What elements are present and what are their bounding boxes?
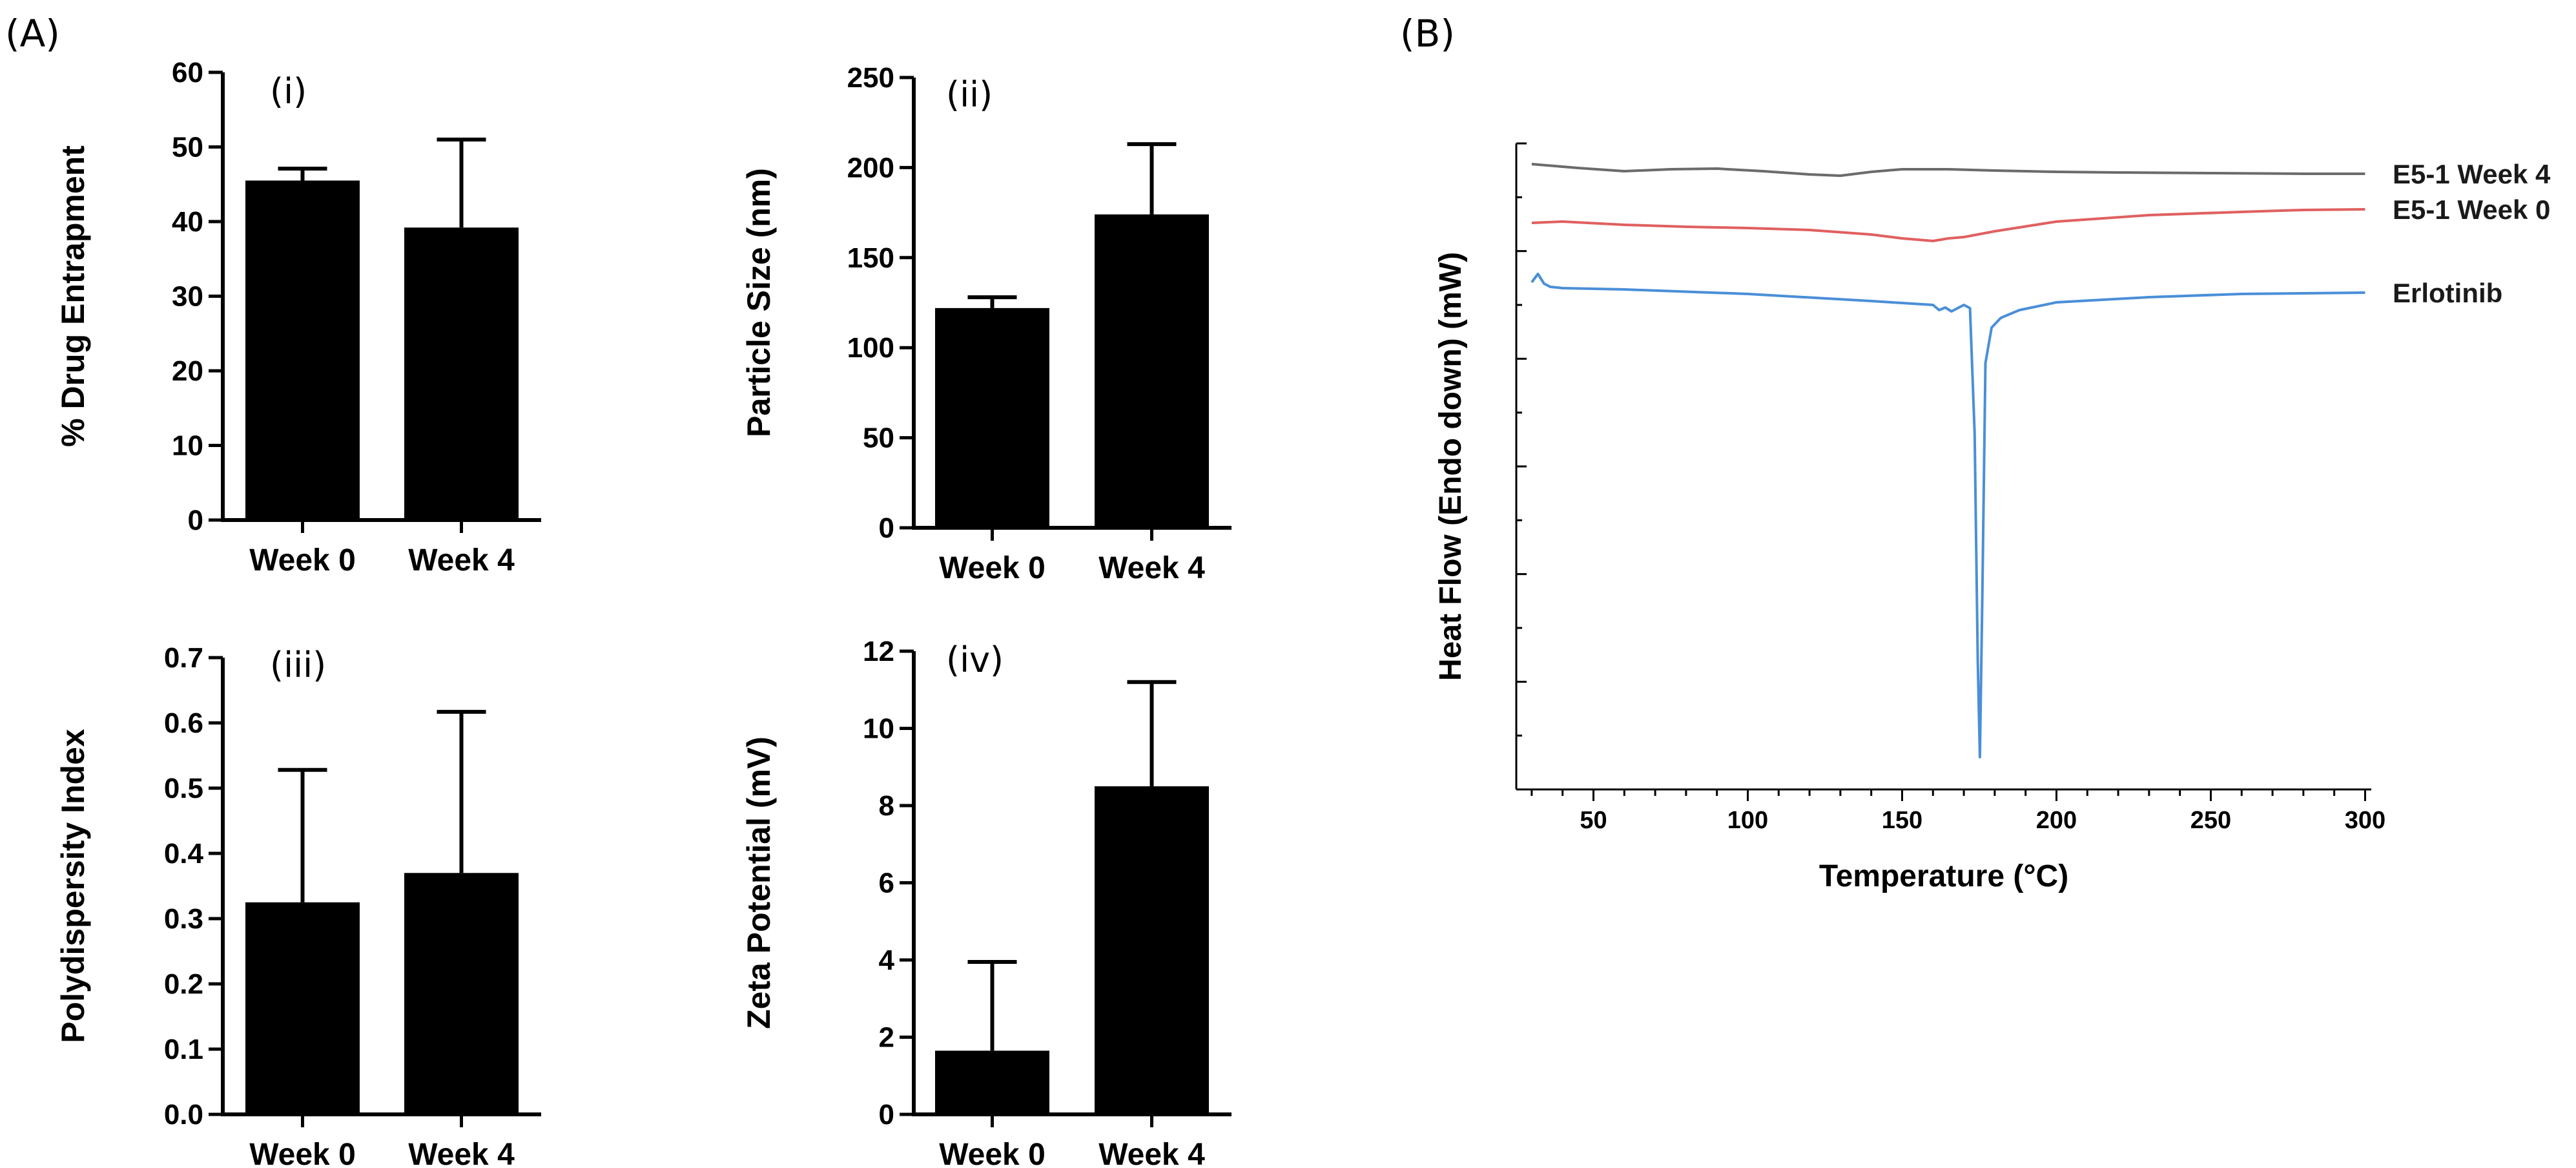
y-tick-label: 8 [879,790,894,822]
y-tick-label: 0.7 [164,642,203,674]
category-label: Week 4 [1098,551,1205,585]
y-tick-label: 0.2 [164,968,203,1000]
sub-panel-label: (iii) [270,645,326,685]
chart-dsc-thermogram: 50 100 150 200 250 300 Temperature (°C) Heat Fl… [1434,142,2551,893]
category-label: Week 4 [1098,1138,1205,1168]
category-label: Week 0 [939,1138,1046,1168]
bar [245,902,360,1114]
y-axis-label: % Drug Entrapment [55,145,91,447]
series-label: Erlotinib [2393,278,2502,308]
y-tick-label: 0 [188,505,203,536]
category-label: Week 0 [939,551,1046,585]
series-line [1531,163,2365,177]
chart-drug-entrapment: 0 10 20 30 40 50 60 Week 0 Week 4 % Drug Entrapme… [55,57,541,578]
x-tick-label: 100 [1727,807,1768,834]
y-tick-label: 100 [847,332,894,364]
y-tick-label: 30 [172,281,203,313]
bar [935,1050,1049,1114]
bar [404,227,519,520]
panel-label-a: (A) [5,12,60,56]
y-tick-label: 0.4 [164,838,204,870]
y-tick-label: 0.3 [164,903,203,935]
x-tick-label: 150 [1882,807,1922,834]
y-tick-label: 40 [172,206,203,238]
y-axis-label: Polydispersity Index [55,729,91,1043]
y-tick-label: 6 [879,868,894,899]
sub-panel-label: (iv) [946,640,1004,680]
series-line [1530,273,2365,758]
category-label: Week 4 [408,1138,515,1168]
y-axis-label: Heat Flow (Endo down) (mW) [1434,252,1468,681]
y-tick-label: 10 [172,430,203,462]
sub-panel-label: (ii) [946,74,993,115]
y-tick-label: 2 [879,1022,894,1054]
chart-zeta-potential: 0 2 4 6 8 10 12 Week 0 Week 4 Zeta Potential (mV)… [741,636,1231,1168]
y-tick-label: 0.1 [164,1034,203,1065]
bar [935,308,1049,528]
series-line [1531,208,2365,242]
bar [1095,786,1209,1114]
y-tick-label: 0.6 [164,707,203,739]
y-tick-label: 20 [172,355,203,387]
y-tick-label: 50 [863,422,894,454]
y-tick-label: 12 [863,636,894,667]
x-tick-label: 200 [2036,807,2077,834]
y-tick-label: 60 [172,57,203,89]
category-label: Week 4 [408,543,515,578]
category-label: Week 0 [249,1138,356,1168]
bar [404,873,519,1114]
y-tick-label: 0 [879,1099,894,1131]
x-tick-label: 300 [2345,807,2385,834]
y-tick-label: 10 [863,713,894,745]
y-axis-label: Zeta Potential (mV) [741,736,777,1029]
x-axis-label: Temperature (°C) [1819,859,2068,893]
y-tick-label: 4 [879,944,895,976]
y-axis-label: Particle Size (nm) [741,168,777,437]
series-label: E5-1 Week 0 [2393,194,2550,225]
chart-polydispersity-index: 0.0 0.1 0.2 0.3 0.4 0.5 0.6 0.7 Week 0 Week 4 Poly… [55,642,541,1168]
bar [245,180,360,521]
x-tick-label: 50 [1580,807,1607,834]
sub-panel-label: (i) [270,71,307,112]
bar [1095,214,1209,528]
x-tick-label: 250 [2190,807,2231,834]
y-tick-label: 250 [847,62,894,94]
chart-particle-size: 0 50 100 150 200 250 Week 0 Week 4 Particle Size… [741,62,1231,585]
panel-label-b: (B) [1400,12,1455,56]
y-tick-label: 150 [847,242,894,274]
y-tick-label: 0.0 [164,1099,203,1131]
y-tick-label: 200 [847,152,894,183]
y-tick-label: 0 [879,512,894,544]
category-label: Week 0 [249,543,356,578]
y-tick-label: 0.5 [164,773,203,804]
series-label: E5-1 Week 4 [2393,159,2551,189]
y-tick-label: 50 [172,132,203,163]
